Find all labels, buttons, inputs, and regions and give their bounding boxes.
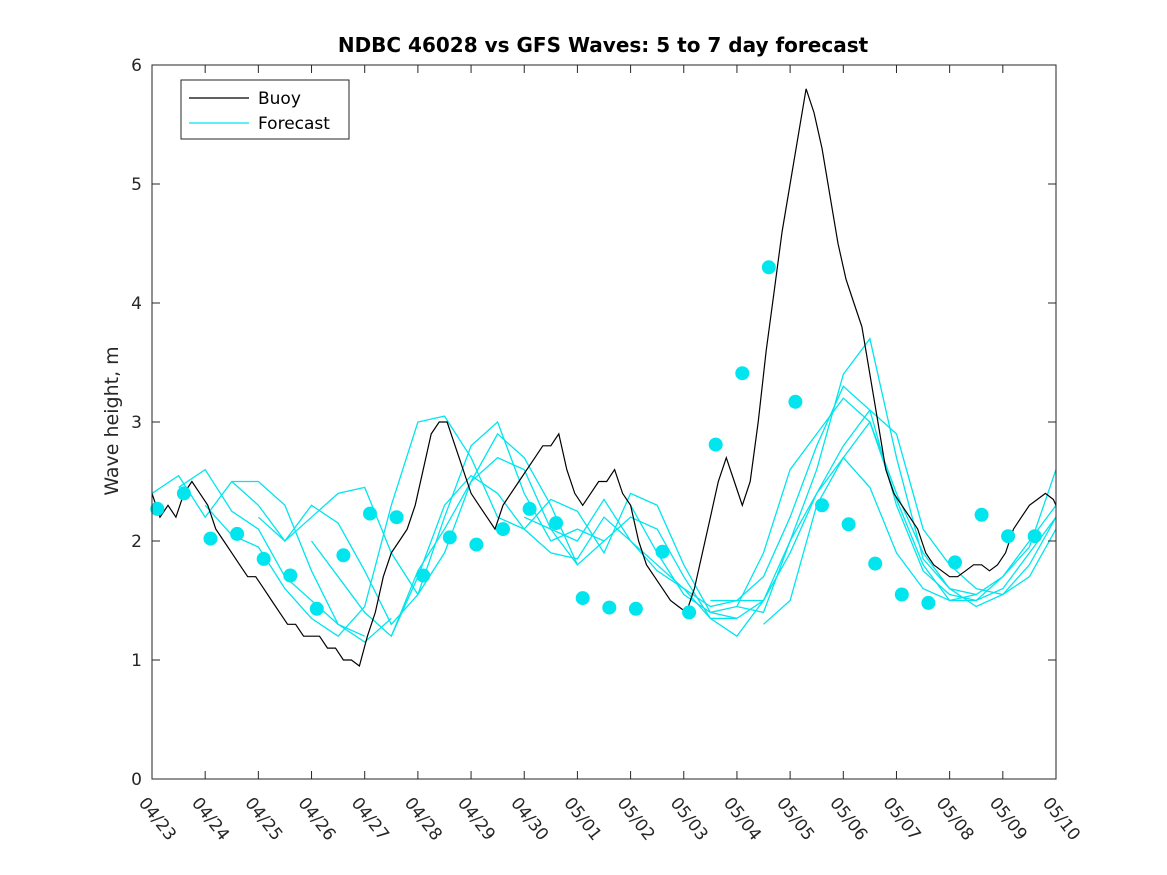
forecast-marker (283, 568, 298, 583)
legend: Buoy Forecast (180, 79, 350, 140)
y-tick-label: 2 (131, 532, 142, 552)
x-tick-label: 05/08 (932, 794, 978, 845)
forecast-marker (256, 551, 271, 566)
forecast-marker (655, 544, 670, 559)
x-tick-label: 04/29 (453, 794, 499, 845)
x-tick-label: 05/04 (719, 794, 765, 845)
forecast-marker (363, 506, 377, 521)
forecast-marker (309, 601, 324, 616)
forecast-marker (150, 501, 165, 516)
y-tick-label: 5 (131, 175, 142, 195)
x-tick-label: 04/28 (400, 794, 446, 845)
x-tick-label: 04/30 (506, 794, 552, 845)
forecast-run-line (523, 385, 1057, 608)
forecast-run-line (710, 409, 1057, 602)
forecast-run-line (763, 420, 1057, 625)
forecast-marker (176, 486, 191, 501)
x-tick-label: 05/06 (825, 794, 871, 845)
x-tick-label: 04/23 (134, 794, 180, 845)
x-tick-label: 05/09 (985, 794, 1031, 845)
forecast-marker (442, 530, 457, 545)
legend-forecast-label: Forecast (258, 114, 330, 134)
forecast-marker (708, 437, 723, 452)
forecast-marker (682, 605, 697, 620)
forecast-marker (522, 501, 537, 516)
forecast-marker (416, 568, 431, 583)
forecast-marker (841, 517, 856, 532)
forecast-run-line (151, 474, 392, 643)
y-tick-label: 0 (131, 770, 142, 790)
legend-box (180, 79, 350, 140)
forecast-run-line (630, 337, 1057, 614)
forecast-marker (336, 548, 351, 563)
x-tick-label: 05/10 (1038, 794, 1084, 845)
forecast-marker (761, 260, 776, 275)
forecast-marker (948, 555, 962, 570)
x-tick-label: 05/01 (559, 794, 605, 845)
y-tick-label: 4 (131, 294, 142, 314)
forecast-marker (496, 522, 510, 537)
forecast-marker (549, 516, 564, 531)
x-tick-label: 05/03 (666, 794, 712, 845)
forecast-marker (894, 587, 909, 602)
forecast-run-line (390, 432, 765, 638)
y-tick-label: 6 (131, 56, 142, 76)
forecast-marker (628, 601, 643, 616)
x-tick-label: 04/27 (347, 794, 393, 845)
x-tick-label: 05/07 (879, 794, 925, 845)
forecast-run-line (178, 468, 365, 637)
y-tick-label: 3 (131, 413, 142, 433)
y-axis-label: Wave height, m (101, 346, 123, 495)
forecast-marker (575, 591, 590, 606)
legend-buoy-label: Buoy (258, 89, 301, 109)
plot-background (152, 65, 1056, 779)
forecast-run-line (204, 415, 472, 638)
forecast-marker (815, 498, 829, 513)
forecast-marker (735, 366, 750, 381)
forecast-marker (868, 556, 883, 571)
forecast-run-line (736, 397, 1057, 607)
forecast-marker (1001, 529, 1016, 544)
forecast-marker (974, 507, 989, 522)
y-tick-label: 1 (131, 651, 142, 671)
x-tick-label: 04/24 (187, 794, 233, 845)
chart-title: NDBC 46028 vs GFS Waves: 5 to 7 day fore… (338, 33, 869, 57)
forecast-marker (203, 531, 218, 546)
x-tick-label: 04/25 (240, 794, 286, 845)
forecast-marker (602, 600, 617, 615)
x-tick-label: 04/26 (294, 794, 340, 845)
forecast-run-line (257, 420, 605, 626)
forecast-marker (788, 394, 803, 409)
forecast-run-line (470, 456, 977, 620)
forecast-run-line (231, 456, 578, 596)
plot-area (150, 65, 1057, 779)
x-tick-label: 05/02 (613, 794, 659, 845)
forecast-marker (389, 510, 404, 525)
forecast-marker (230, 526, 245, 541)
buoy-line (151, 88, 1057, 668)
forecast-marker (1027, 529, 1042, 544)
forecast-marker (921, 595, 936, 610)
forecast-marker (469, 537, 484, 552)
x-tick-label: 05/05 (772, 794, 818, 845)
